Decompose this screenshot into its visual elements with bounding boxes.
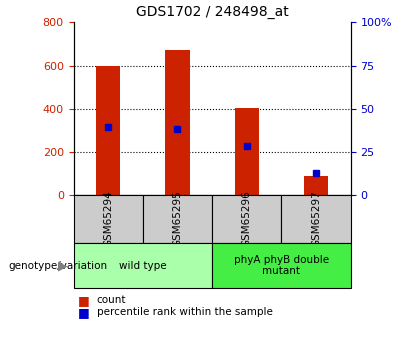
FancyBboxPatch shape	[143, 195, 212, 243]
Text: genotype/variation: genotype/variation	[8, 261, 108, 270]
Text: ■: ■	[78, 294, 89, 307]
Bar	[96, 66, 120, 195]
Text: GSM65295: GSM65295	[173, 191, 182, 247]
FancyBboxPatch shape	[74, 195, 143, 243]
Text: phyA phyB double
mutant: phyA phyB double mutant	[234, 255, 329, 276]
Text: wild type: wild type	[119, 261, 167, 270]
Bar	[304, 176, 328, 195]
FancyBboxPatch shape	[212, 243, 351, 288]
Bar	[165, 50, 189, 195]
Text: GSM65294: GSM65294	[103, 191, 113, 247]
Bar	[235, 108, 259, 195]
Text: ■: ■	[78, 306, 89, 319]
Text: ▶: ▶	[58, 259, 67, 272]
Text: GSM65297: GSM65297	[311, 191, 321, 247]
FancyBboxPatch shape	[74, 243, 212, 288]
FancyBboxPatch shape	[212, 195, 281, 243]
Text: percentile rank within the sample: percentile rank within the sample	[97, 307, 273, 317]
Text: GSM65296: GSM65296	[242, 191, 252, 247]
Title: GDS1702 / 248498_at: GDS1702 / 248498_at	[136, 4, 289, 19]
Text: count: count	[97, 295, 126, 305]
FancyBboxPatch shape	[281, 195, 351, 243]
